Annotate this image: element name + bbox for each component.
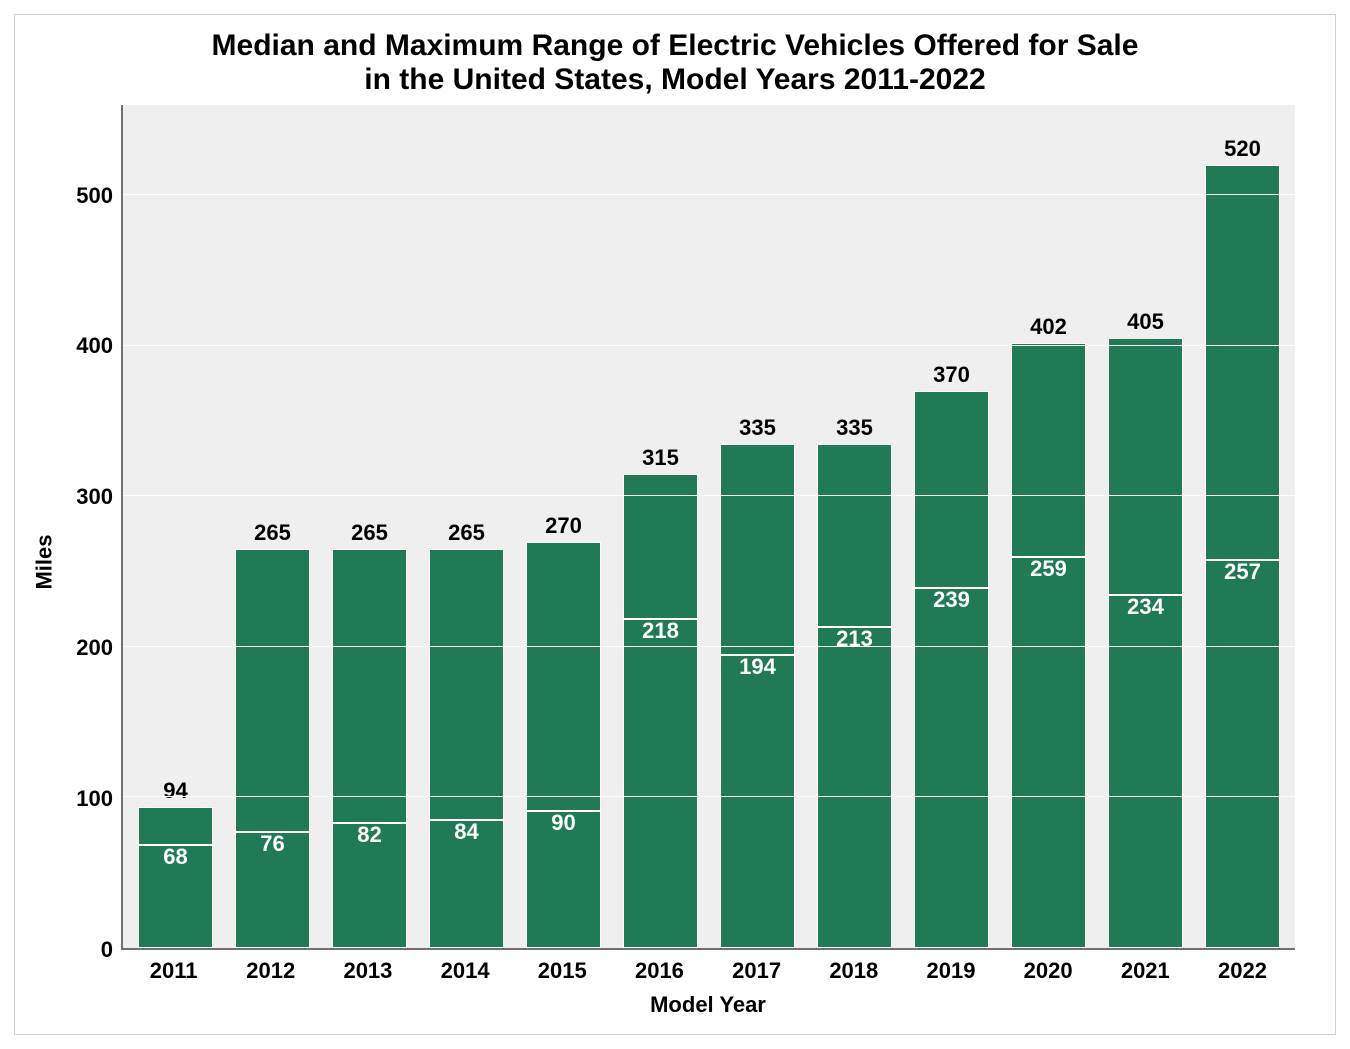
x-tick-label: 2019 xyxy=(902,958,999,984)
bar-max-label: 315 xyxy=(642,445,679,475)
x-tick-label: 2012 xyxy=(222,958,319,984)
chart-body: Miles 0 100 200 300 400 500 94 68 265 76 265 82 265… xyxy=(15,105,1335,1034)
gridline xyxy=(123,345,1295,346)
gridline xyxy=(123,194,1295,195)
bar-slot: 265 76 xyxy=(224,105,321,948)
x-tick-label: 2013 xyxy=(319,958,416,984)
gridline xyxy=(123,495,1295,496)
bar-median-label: 68 xyxy=(163,844,187,870)
bar-median-label: 234 xyxy=(1127,594,1164,620)
bar-slot: 265 84 xyxy=(418,105,515,948)
bar-max-label: 520 xyxy=(1224,136,1261,166)
bar-median-label: 259 xyxy=(1030,556,1067,582)
chart-panel: Median and Maximum Range of Electric Veh… xyxy=(14,14,1336,1035)
bar-max-label: 402 xyxy=(1030,314,1067,344)
bar: 26576 xyxy=(235,549,311,948)
gridline xyxy=(123,646,1295,647)
bar-median-label: 239 xyxy=(933,587,970,613)
bar-slot: 370 239 xyxy=(903,105,1000,948)
chart-title-line1: Median and Maximum Range of Electric Veh… xyxy=(35,29,1315,63)
bar: 26582 xyxy=(332,549,408,948)
x-tick-label: 2018 xyxy=(805,958,902,984)
bar: 520257 xyxy=(1205,165,1281,948)
bar-slot: 315 218 xyxy=(612,105,709,948)
bar-max-label: 265 xyxy=(448,520,485,550)
chart-title: Median and Maximum Range of Electric Veh… xyxy=(15,15,1335,105)
bar-median-label: 194 xyxy=(739,654,776,680)
x-tick-row: 2011201220132014201520162017201820192020… xyxy=(121,950,1295,984)
y-tick-label: 500 xyxy=(76,183,113,209)
bar: 315218 xyxy=(623,474,699,948)
y-tick-label: 400 xyxy=(76,333,113,359)
bar-slot: 94 68 xyxy=(127,105,224,948)
bar-slot: 520 257 xyxy=(1194,105,1291,948)
y-tick-label: 100 xyxy=(76,786,113,812)
x-tick-label: 2020 xyxy=(1000,958,1097,984)
bar-slot: 265 82 xyxy=(321,105,418,948)
y-axis-label-column: Miles xyxy=(25,105,65,1018)
bar-median-label: 84 xyxy=(454,819,478,845)
bar-median-label: 257 xyxy=(1224,559,1261,585)
bar-median-label: 82 xyxy=(357,822,381,848)
bar-slot: 405 234 xyxy=(1097,105,1194,948)
x-tick-label: 2011 xyxy=(125,958,222,984)
bar-slot: 335 213 xyxy=(806,105,903,948)
bar: 9468 xyxy=(138,807,214,949)
y-tick-label: 300 xyxy=(76,484,113,510)
chart-frame: Median and Maximum Range of Electric Veh… xyxy=(0,0,1350,1049)
bar-max-label: 265 xyxy=(351,520,388,550)
bar-median-label: 76 xyxy=(260,831,284,857)
bar-max-label: 265 xyxy=(254,520,291,550)
bar-max-label: 405 xyxy=(1127,309,1164,339)
bar-max-label: 335 xyxy=(836,415,873,445)
x-tick-label: 2015 xyxy=(514,958,611,984)
x-axis-spacer xyxy=(65,984,121,1018)
bar-median-label: 218 xyxy=(642,618,679,644)
x-tick-label: 2016 xyxy=(611,958,708,984)
bar: 26584 xyxy=(429,549,505,948)
bars-container: 94 68 265 76 265 82 265 84 270 90 315 218 335 194 335 2… xyxy=(123,105,1295,948)
x-axis-row: 2011201220132014201520162017201820192020… xyxy=(65,950,1295,984)
bar: 335194 xyxy=(720,444,796,948)
bar: 405234 xyxy=(1108,338,1184,948)
x-tick-label: 2022 xyxy=(1194,958,1291,984)
chart-title-line2: in the United States, Model Years 2011-2… xyxy=(35,63,1315,97)
bar-median-label: 90 xyxy=(551,810,575,836)
y-axis-label: Miles xyxy=(32,534,58,589)
bar-slot: 402 259 xyxy=(1000,105,1097,948)
bar: 27090 xyxy=(526,542,602,948)
plot-column: 0100200300400500 94682657626582265842709… xyxy=(65,105,1295,1018)
bar-median-label: 213 xyxy=(836,626,873,652)
bar-max-label: 335 xyxy=(739,415,776,445)
x-axis-label: Model Year xyxy=(121,984,1295,1018)
bar: 335213 xyxy=(817,444,893,948)
gridline xyxy=(123,796,1295,797)
x-tick-label: 2017 xyxy=(708,958,805,984)
bar-max-label: 270 xyxy=(545,513,582,543)
plot-row: 0100200300400500 94682657626582265842709… xyxy=(65,105,1295,950)
y-tick-label: 200 xyxy=(76,635,113,661)
x-tick-label: 2014 xyxy=(417,958,514,984)
bar-slot: 270 90 xyxy=(515,105,612,948)
y-tick-label: 0 xyxy=(101,937,113,963)
bar-max-label: 370 xyxy=(933,362,970,392)
x-tick-label: 2021 xyxy=(1097,958,1194,984)
plot-area: 94 68 265 76 265 82 265 84 270 90 315 218 335 194 335 2… xyxy=(121,105,1295,950)
bar-max-label: 94 xyxy=(163,778,187,808)
x-label-row: Model Year xyxy=(65,984,1295,1018)
y-tick-column: 0100200300400500 xyxy=(65,105,121,950)
bar-slot: 335 194 xyxy=(709,105,806,948)
bar: 370239 xyxy=(914,391,990,948)
